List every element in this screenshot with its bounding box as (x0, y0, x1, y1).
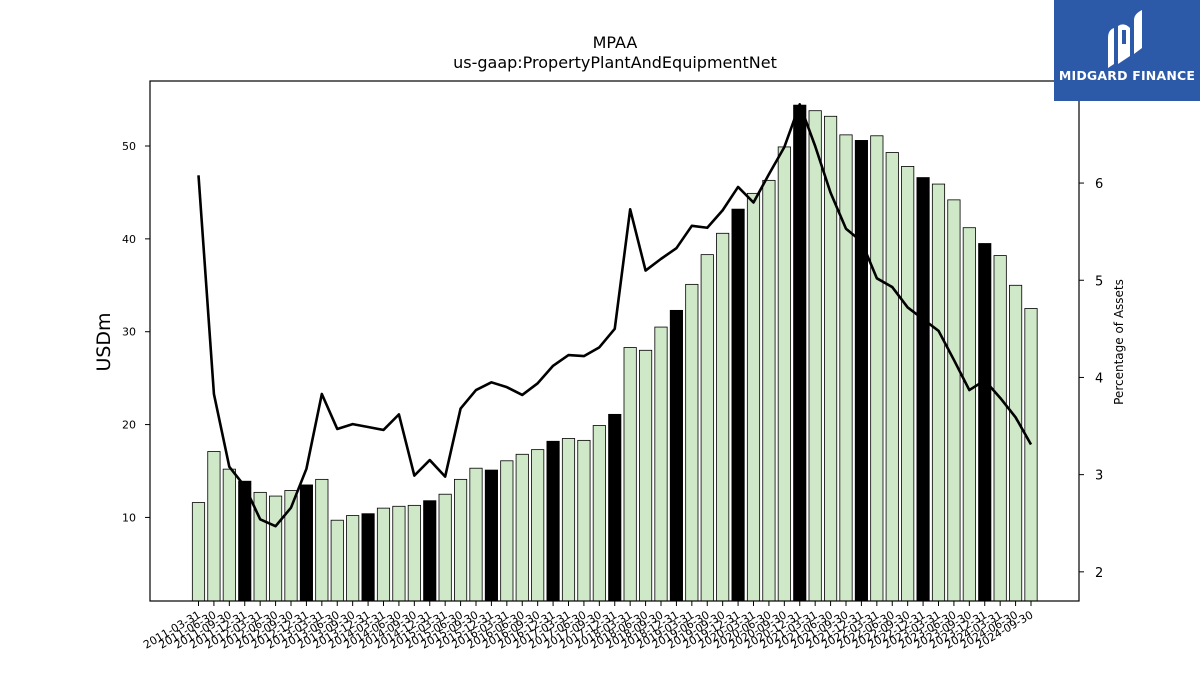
y2-tick-label: 2 (1095, 566, 1103, 581)
bar (315, 478, 329, 602)
bar (222, 468, 236, 602)
y-tick-label: 30 (122, 326, 136, 339)
bar (700, 254, 714, 602)
bar (870, 135, 884, 602)
y2-tick-label: 3 (1095, 469, 1103, 484)
bar (561, 438, 576, 602)
bar (808, 110, 822, 602)
bar (346, 515, 360, 602)
y-tick-label: 10 (122, 511, 136, 524)
midgard-logo-icon (1108, 10, 1142, 68)
bar (454, 478, 468, 602)
bar (469, 467, 483, 602)
bar (746, 192, 761, 602)
bar (731, 208, 745, 602)
y2-axis-label: Percentage of Assets (1112, 279, 1126, 405)
bar (238, 480, 252, 602)
percentage-line (197, 103, 1033, 528)
bar (407, 504, 421, 602)
chart-title: MPAA (593, 33, 638, 52)
bar (423, 500, 437, 602)
bar (931, 183, 946, 602)
bar (762, 179, 776, 602)
bar (191, 502, 206, 602)
bar (515, 453, 529, 602)
bar (207, 451, 221, 602)
bar (993, 255, 1007, 602)
bar (623, 347, 637, 602)
bar (376, 507, 391, 602)
bar (330, 519, 344, 602)
bar (438, 493, 452, 602)
bar (392, 505, 406, 602)
bar (716, 232, 730, 602)
brand-logo: MIDGARD FINANCE (1054, 0, 1200, 101)
bar (978, 243, 992, 602)
bar (962, 227, 976, 602)
bar (854, 140, 868, 602)
bar (654, 326, 668, 602)
bar (608, 413, 622, 602)
bar (669, 309, 683, 602)
bar (901, 166, 915, 602)
y-tick-label: 40 (122, 233, 136, 246)
bar (531, 449, 545, 602)
bar (500, 460, 514, 602)
bar (916, 177, 930, 602)
brand-logo-text: MIDGARD FINANCE (1058, 68, 1196, 83)
y-axis-label: USDm (93, 312, 115, 371)
bar (777, 146, 791, 602)
bar (546, 440, 560, 602)
bar (1009, 284, 1023, 602)
bar (299, 484, 313, 602)
bar (839, 134, 853, 602)
bar (685, 283, 699, 602)
bar (1024, 308, 1038, 602)
bar (577, 439, 591, 602)
bar (269, 495, 283, 602)
y2-tick-label: 5 (1095, 274, 1103, 289)
y2-tick-label: 6 (1095, 177, 1103, 192)
bar (947, 199, 961, 602)
bar (639, 349, 653, 602)
bar (484, 469, 498, 602)
y-tick-label: 20 (122, 419, 136, 432)
bar (592, 425, 606, 602)
y-tick-label: 50 (122, 140, 136, 153)
bar (793, 104, 807, 602)
y2-tick-label: 4 (1095, 371, 1103, 386)
chart-subtitle: us-gaap:PropertyPlantAndEquipmentNet (453, 53, 777, 72)
bar (361, 513, 375, 602)
bar (885, 152, 899, 602)
